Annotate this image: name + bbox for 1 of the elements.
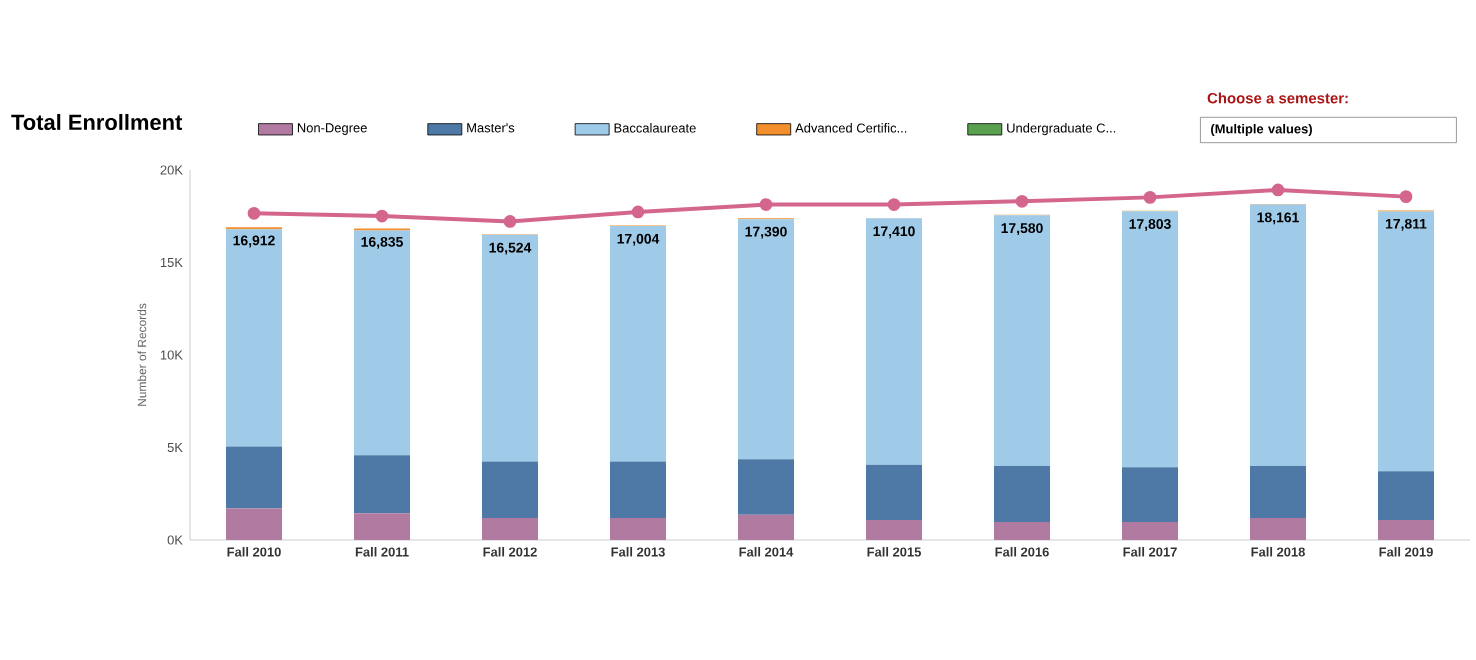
chart-title: Total Enrollment: [11, 113, 183, 131]
